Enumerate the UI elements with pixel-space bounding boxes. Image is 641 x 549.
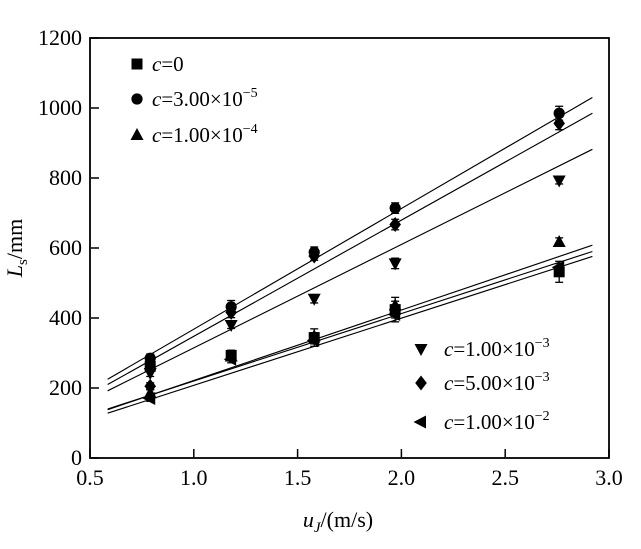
fit-line-c5e3 (107, 112, 593, 386)
legend-label-c1e2: c=1.00×10−2 (444, 409, 550, 434)
y-tick-label: 400 (49, 305, 82, 330)
marker-c1e3 (552, 175, 566, 188)
marker-c1e2 (223, 352, 237, 366)
x-tick-label: 2.5 (491, 465, 519, 490)
legend-marker-c1e4 (130, 128, 144, 140)
fit-line-c1e4 (107, 244, 593, 411)
series-c1e2 (142, 260, 565, 405)
marker-c1e3 (307, 293, 321, 306)
x-tick-label: 1.5 (284, 465, 312, 490)
y-tick-label: 800 (49, 165, 82, 190)
x-tick-label: 1.0 (180, 465, 208, 490)
fit-line-c1e2 (107, 255, 593, 414)
marker-c5e3 (308, 248, 321, 264)
legend-upper-left: c=0 c=3.00×10−5 c=1.00×10−4 (130, 52, 258, 147)
legend-label-c3e5: c=3.00×10−5 (152, 86, 258, 111)
marker-c5e3 (225, 304, 237, 320)
y-tick-label: 200 (49, 375, 82, 400)
marker-c5e3 (389, 217, 401, 233)
marker-c0 (144, 360, 156, 372)
y-tick-label: 1200 (38, 25, 82, 50)
legend-label-c5e3: c=5.00×10−3 (444, 370, 550, 395)
marker-c1e2 (142, 392, 156, 405)
y-axis-title: Ls/mm (2, 219, 31, 278)
marker-c0 (553, 266, 565, 278)
marker-c1e2 (306, 333, 320, 347)
x-tick-label: 3.0 (595, 465, 623, 490)
marker-c3e5 (553, 107, 565, 119)
legend-marker-c0 (131, 58, 143, 70)
x-tick-label: 0.5 (76, 465, 104, 490)
legend-marker-c1e3 (414, 344, 428, 356)
series-c5e3 (144, 115, 565, 394)
marker-c3e5 (144, 352, 156, 364)
marker-c1e3 (143, 367, 157, 380)
marker-c5e3 (144, 378, 157, 394)
marker-c3e5 (389, 202, 401, 214)
legend-marker-c5e3 (415, 375, 427, 391)
legend-label-c0: c=0 (152, 52, 184, 76)
legend-marker-c3e5 (131, 93, 143, 105)
legend-marker-c1e2 (413, 415, 426, 429)
y-tick-label: 600 (49, 235, 82, 260)
x-tick-label: 2.0 (388, 465, 416, 490)
marker-c1e2 (551, 260, 565, 274)
marker-c1e2 (387, 308, 401, 321)
legend-label-c1e4: c=1.00×10−4 (152, 122, 258, 147)
fit-line-c3e5 (107, 97, 593, 380)
legend-lower-right: c=1.00×10−3 c=5.00×10−3 c=1.00×10−2 (413, 336, 550, 434)
marker-c1e3 (224, 320, 238, 332)
marker-c1e4 (388, 298, 402, 311)
fit-line-c1e3 (107, 148, 593, 392)
y-tick-label: 0 (71, 445, 82, 470)
marker-c1e4 (552, 235, 566, 248)
marker-c5e3 (553, 115, 565, 131)
marker-c1e3 (388, 258, 402, 271)
x-axis-title: uJ/(m/s) (303, 507, 373, 536)
legend-label-c1e3: c=1.00×10−3 (444, 336, 550, 361)
series-c1e3 (143, 175, 566, 380)
plot-border (89, 37, 610, 459)
y-tick-label: 1000 (38, 95, 82, 120)
